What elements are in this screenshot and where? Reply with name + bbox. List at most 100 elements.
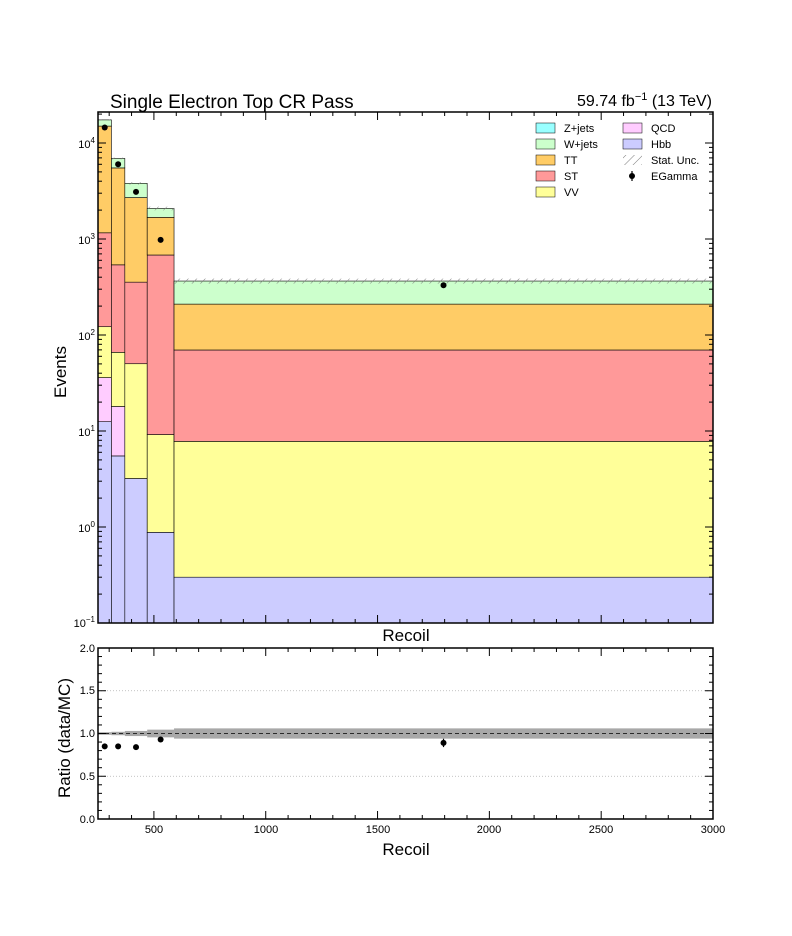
main-panel	[97, 111, 714, 624]
stack-bar-vv	[146, 434, 175, 533]
ratio-panel	[97, 647, 714, 820]
legend-swatch	[535, 122, 556, 134]
ratio-point	[101, 743, 108, 750]
y-tick-labels: 10−1 100 101 102 103 104	[74, 136, 96, 630]
stat-unc-hatch	[124, 182, 148, 185]
ratio-tick-marks	[98, 647, 714, 820]
legend-swatch	[535, 138, 556, 150]
legend-label: W+jets	[564, 139, 598, 151]
legend-item-zjets: Z+jets	[535, 122, 595, 135]
ratio-y-tick-label: 0.0	[80, 814, 95, 826]
ratio-y-tick-label: 1.5	[80, 685, 95, 697]
legend: Z+jets W+jets TT ST VV QCD Hbb Stat. Un	[535, 122, 699, 199]
legend-label: VV	[564, 187, 579, 199]
stack-bar-qcd	[97, 377, 112, 422]
ratio-point	[157, 736, 164, 743]
chart-title: Single Electron Top CR Pass	[110, 92, 354, 113]
stack-bar-tt	[146, 217, 175, 256]
legend-swatch-hatch	[623, 155, 642, 165]
x-tick-label: 500	[145, 824, 163, 836]
stack-bar-st	[173, 349, 714, 442]
stack-bar-vv	[97, 326, 112, 378]
stack-layer	[97, 119, 714, 624]
ratio-y-tick-label: 1.0	[80, 728, 95, 740]
data-points	[101, 124, 447, 289]
legend-label: Hbb	[651, 139, 671, 151]
lumi-label: 59.74 fb−1 (13 TeV)	[577, 91, 712, 110]
x-tick-label: 1500	[366, 824, 390, 836]
ratio-y-tick-label: 0.5	[80, 771, 95, 783]
stack-bar-hbb	[111, 455, 126, 624]
main-frame	[97, 111, 714, 624]
stack-bar-hbb	[124, 478, 148, 624]
data-point	[133, 188, 140, 195]
x-axis-label: Recoil	[382, 840, 429, 859]
legend-item-stat-unc: Stat. Unc.	[623, 155, 699, 167]
ratio-point	[115, 743, 122, 750]
legend-item-vv: VV	[535, 186, 579, 199]
legend-item-st: ST	[535, 170, 578, 183]
stack-bar-st	[111, 264, 126, 353]
y-tick-label: 103	[78, 232, 95, 247]
data-point	[115, 161, 122, 168]
legend-label: ST	[564, 171, 578, 183]
stack-bar-st	[146, 254, 175, 435]
ratio-x-tick-labels: 500 1000 1500 2000 2500 3000	[145, 824, 725, 836]
ratio-y-axis-label: Ratio (data/MC)	[55, 678, 74, 798]
stack-bar-tt	[111, 167, 126, 266]
stat-unc-hatch	[147, 206, 175, 211]
stack-bar-tt	[124, 197, 148, 283]
stack-bar-hbb	[173, 576, 714, 624]
legend-label: Stat. Unc.	[651, 155, 699, 167]
legend-item-tt: TT	[535, 154, 578, 167]
stack-bar-hbb	[146, 532, 175, 624]
legend-item-hbb: Hbb	[622, 138, 671, 151]
stack-bar-qcd	[111, 406, 126, 457]
x-tick-label: 2000	[477, 824, 501, 836]
stack-bar-st	[97, 232, 112, 328]
stack-bar-vv	[124, 363, 148, 479]
legend-swatch	[535, 154, 556, 166]
data-point	[440, 282, 447, 289]
y-tick-label: 101	[78, 424, 95, 439]
legend-label: TT	[564, 155, 578, 167]
ratio-y-tick-labels: 0.0 0.5 1.0 1.5 2.0	[80, 643, 95, 826]
uncertainty-band	[98, 119, 713, 284]
legend-label: Z+jets	[564, 123, 595, 135]
stack-bar-tt	[97, 125, 112, 234]
stack-bar-tt	[173, 303, 714, 351]
legend-swatch	[535, 170, 556, 182]
legend-label: QCD	[651, 123, 676, 135]
y-tick-label: 102	[78, 328, 95, 343]
legend-item-qcd: QCD	[622, 122, 676, 135]
stack-bar-vv	[173, 441, 714, 578]
legend-swatch	[622, 122, 643, 134]
ratio-y-tick-label: 2.0	[80, 643, 95, 655]
x-tick-label: 3000	[701, 824, 725, 836]
stat-unc-hatch	[111, 157, 125, 160]
y-tick-label: 10−1	[74, 615, 96, 630]
y-tick-marks	[98, 113, 713, 624]
x-tick-label: 2500	[589, 824, 613, 836]
ratio-unc-band	[147, 729, 175, 738]
legend-marker	[629, 173, 635, 179]
x-tick-marks	[108, 112, 714, 623]
x-tick-label: 1000	[254, 824, 278, 836]
y-tick-label: 104	[78, 136, 95, 151]
stat-unc-hatch	[98, 119, 112, 121]
legend-label: EGamma	[651, 171, 698, 183]
stat-unc-hatch	[174, 278, 713, 284]
ratio-unc-band	[111, 731, 125, 736]
data-point	[101, 124, 108, 131]
ratio-point	[133, 744, 140, 751]
legend-swatch	[622, 138, 643, 150]
legend-item-egamma: EGamma	[629, 171, 698, 183]
data-point	[157, 236, 164, 243]
main-x-axis-label: Recoil	[382, 626, 429, 645]
y-axis-label: Events	[51, 346, 70, 398]
legend-swatch	[535, 186, 556, 198]
legend-item-wjets: W+jets	[535, 138, 598, 151]
stack-bar-vv	[111, 352, 126, 407]
stack-bar-st	[124, 281, 148, 365]
